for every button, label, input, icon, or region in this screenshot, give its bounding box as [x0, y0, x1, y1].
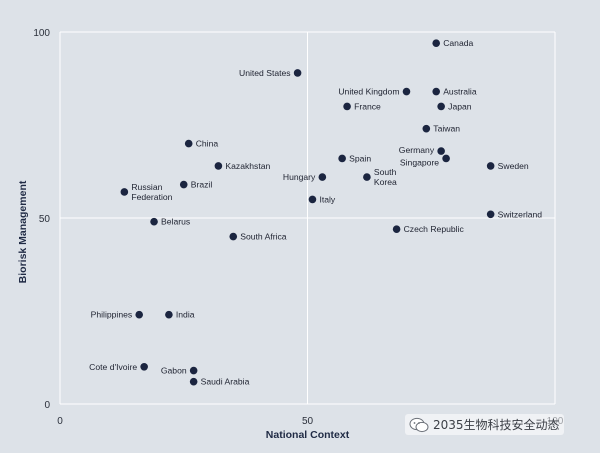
data-point [486, 210, 495, 219]
point-label: France [354, 101, 381, 111]
data-point [140, 363, 148, 371]
y-tick-label: 50 [39, 214, 51, 225]
data-point [432, 87, 441, 96]
x-tick-label: 50 [302, 416, 314, 427]
data-point [422, 124, 431, 133]
point-label: Switzerland [498, 209, 543, 219]
wechat-icon [409, 417, 429, 432]
data-point [165, 310, 173, 319]
point-label: Sweden [498, 161, 529, 171]
point-label: Hungary [283, 172, 316, 182]
watermark-text: 2035生物科技安全动态 [433, 418, 560, 432]
point-label: Singapore [400, 157, 439, 167]
data-point [432, 39, 441, 47]
point-label: Russian Federation [131, 182, 172, 202]
point-label: South Korea [374, 167, 397, 187]
point-label: United States [239, 68, 291, 78]
point-label: China [196, 139, 219, 149]
point-label: Germany [399, 145, 435, 155]
data-point [363, 173, 371, 181]
data-point [189, 377, 198, 386]
watermark: 2035生物科技安全动态 [405, 414, 564, 435]
point-label: Canada [443, 38, 473, 48]
data-point [150, 217, 158, 226]
data-point [442, 154, 450, 163]
point-label: Spain [349, 153, 371, 163]
point-label: Czech Republic [404, 224, 465, 234]
y-tick-label: 0 [44, 400, 50, 411]
point-label: Kazakhstan [225, 161, 270, 171]
data-point [184, 139, 193, 148]
data-point [486, 162, 495, 170]
data-point [392, 225, 401, 233]
point-label: Taiwan [433, 124, 460, 134]
data-point [214, 162, 223, 170]
data-point [437, 102, 445, 111]
point-label: United Kingdom [338, 87, 399, 97]
point-label: Australia [443, 87, 477, 97]
x-tick-label: 0 [57, 416, 63, 427]
point-label: Gabon [161, 366, 187, 376]
data-point [343, 102, 351, 111]
point-label: Saudi Arabia [201, 377, 250, 387]
data-point [189, 366, 198, 375]
point-label: Japan [448, 101, 472, 111]
data-point [179, 180, 188, 189]
data-point [308, 195, 317, 204]
y-axis-title: Biorisk Management [17, 180, 29, 283]
data-points: Canada United States United Kingdom Austral… [89, 38, 542, 387]
point-label: India [176, 310, 195, 320]
gridlines [59, 31, 556, 405]
data-point [135, 310, 143, 319]
data-point [318, 173, 327, 181]
data-point [293, 69, 302, 77]
data-point [437, 147, 445, 155]
data-point [338, 154, 346, 163]
y-tick-label: 100 [33, 28, 50, 39]
data-point [120, 188, 129, 196]
point-label: Italy [319, 194, 335, 204]
point-label: Philippines [91, 310, 133, 320]
point-label: Belarus [161, 217, 190, 227]
data-point [229, 232, 238, 241]
x-axis-title: National Context [266, 429, 350, 441]
point-label: Cote d'Ivoire [89, 362, 137, 372]
point-label: Brazil [191, 180, 213, 190]
data-point [402, 87, 411, 96]
point-label: South Africa [240, 232, 287, 242]
